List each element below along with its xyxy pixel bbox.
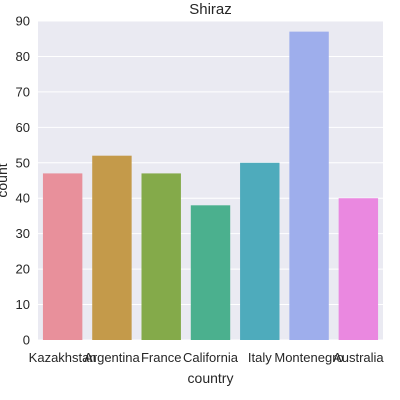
x-tick-label: Kazakhstan [29, 350, 97, 365]
bar-montenegro [289, 31, 329, 341]
x-tick-label: Australia [333, 350, 384, 365]
y-tick-label: 30 [16, 226, 30, 241]
bar-california [190, 205, 231, 340]
y-tick-label: 20 [16, 262, 30, 277]
x-tick-label: Montenegro [274, 350, 343, 365]
bar-argentina [92, 155, 132, 340]
y-tick-label: 0 [23, 333, 30, 348]
x-tick-label: France [141, 350, 181, 365]
bar-kazakhstan [42, 173, 83, 340]
x-axis-label: country [188, 370, 234, 386]
x-tick-label: California [183, 350, 239, 365]
bar-italy [240, 162, 280, 340]
y-tick-labels: 0 10 20 30 40 50 60 70 80 90 [16, 14, 30, 348]
y-tick-label: 50 [16, 155, 30, 170]
y-tick-label: 80 [16, 49, 30, 64]
chart-title: Shiraz [189, 1, 232, 18]
y-tick-label: 90 [16, 14, 30, 29]
bars [42, 31, 379, 341]
y-tick-label: 40 [16, 191, 30, 206]
bar-france [141, 173, 181, 340]
y-tick-label: 10 [16, 297, 30, 312]
y-axis-label: count [0, 163, 10, 197]
y-tick-label: 60 [16, 120, 30, 135]
x-tick-label: Italy [248, 350, 272, 365]
x-tick-label: Argentina [84, 350, 140, 365]
bar-australia [338, 198, 379, 340]
y-tick-label: 70 [16, 84, 30, 99]
